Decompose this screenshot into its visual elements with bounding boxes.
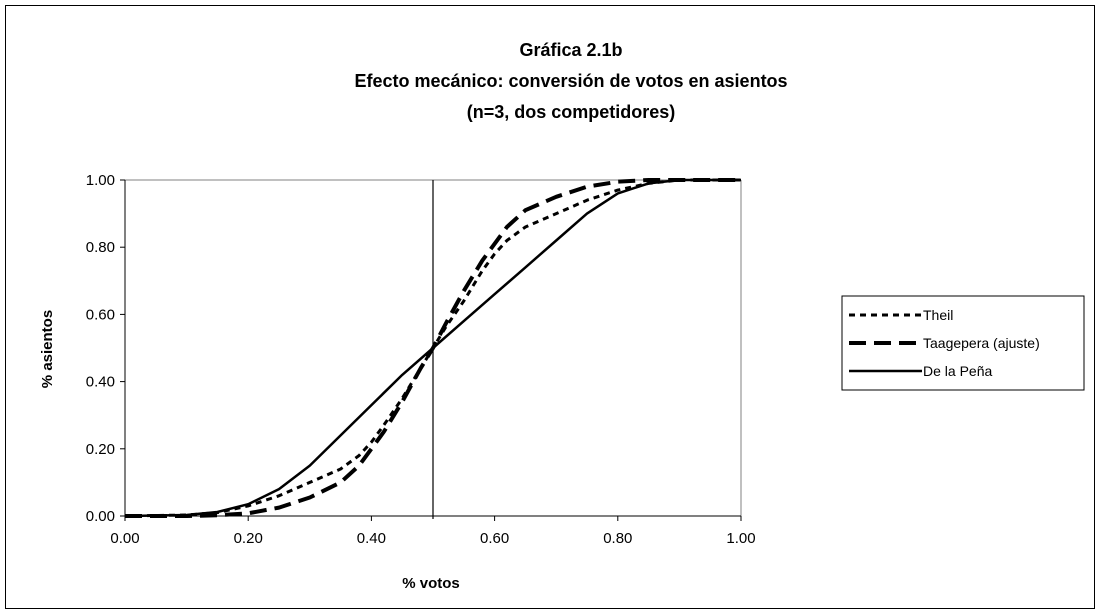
legend-label-theil: Theil [923, 307, 953, 323]
x-tick-label: 1.00 [726, 530, 755, 547]
series-line-delapena [124, 178, 741, 518]
y-tick-label: 1.00 [86, 172, 115, 189]
x-tick-label: 0.20 [234, 530, 263, 547]
y-axis-title: % asientos [39, 310, 56, 388]
x-tick-label: 0.40 [357, 530, 386, 547]
y-tick-label: 0.00 [86, 508, 115, 525]
legend-label-delapena: De la Peña [923, 363, 992, 379]
legend: Theil Taagepera (ajuste) De la Peña [841, 295, 1085, 391]
x-axis-title: % votos [402, 575, 460, 592]
plot-area: 0.00 0.20 0.40 0.60 0.80 1.00 0.00 0.20 0.40 0.60… [86, 172, 756, 547]
chart-frame: Gráfica 2.1b Efecto mecánico: conversión… [5, 5, 1095, 609]
chart-title-line-1: Gráfica 2.1b [519, 40, 622, 60]
y-tick-label: 0.20 [86, 441, 115, 458]
chart-title-line-2: Efecto mecánico: conversión de votos en … [354, 71, 787, 91]
x-tick-label: 0.60 [480, 530, 509, 547]
y-tick-label: 0.60 [86, 306, 115, 323]
x-tick-label: 0.80 [603, 530, 632, 547]
chart-title: Gráfica 2.1b Efecto mecánico: conversión… [354, 40, 787, 122]
y-tick-label: 0.80 [86, 239, 115, 256]
chart-title-line-3: (n=3, dos competidores) [467, 102, 676, 122]
x-tick-label: 0.00 [110, 530, 139, 547]
y-tick-label: 0.40 [86, 374, 115, 391]
legend-label-taagepera: Taagepera (ajuste) [923, 335, 1040, 351]
chart-svg: Gráfica 2.1b Efecto mecánico: conversión… [39, 40, 1085, 592]
